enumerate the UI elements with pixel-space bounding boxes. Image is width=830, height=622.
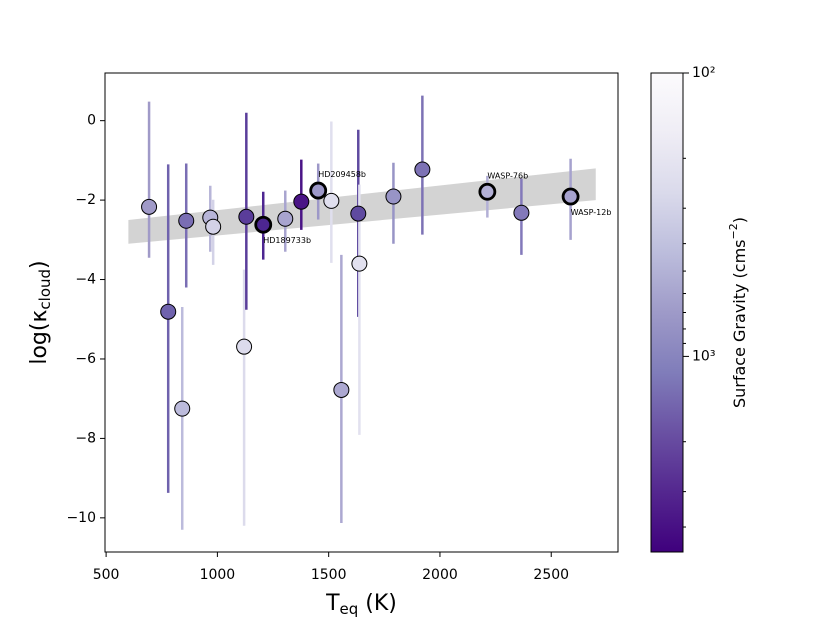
data-point	[178, 212, 195, 229]
data-point	[160, 303, 177, 320]
data-point	[254, 215, 273, 234]
x-tick-label: 2000	[422, 567, 458, 583]
data-point	[277, 210, 294, 227]
y-axis-label-sub: cloud	[36, 269, 54, 310]
y-axis-label: log(κcloud)	[27, 260, 54, 364]
y-tick-label: 0	[87, 113, 96, 129]
point-annotation: WASP-76b	[487, 171, 528, 180]
x-axis-label-part: (K)	[358, 591, 397, 616]
y-axis-label-part: )	[27, 260, 52, 269]
y-tick-label: −4	[75, 272, 96, 288]
x-tick-label: 2500	[533, 567, 569, 583]
point-annotation: HD209458b	[318, 170, 366, 179]
colorbar-label-part: Surface Gravity (cms	[730, 239, 749, 408]
data-point	[174, 400, 191, 417]
data-point	[478, 182, 497, 201]
data-point	[385, 188, 402, 205]
plot-frame	[104, 72, 619, 553]
data-point	[205, 218, 222, 235]
data-point	[414, 161, 431, 178]
data-point	[293, 193, 310, 210]
y-tick-label: −2	[75, 192, 96, 208]
x-tick-label: 500	[93, 567, 120, 583]
x-axis-label-sub: eq	[340, 600, 359, 618]
y-tick-label: −6	[75, 351, 96, 367]
point-annotation: WASP-12b	[571, 208, 612, 217]
data-point	[309, 181, 328, 200]
data-point	[351, 255, 368, 272]
x-tick-label: 1500	[311, 567, 347, 583]
colorbar-tick-label: 10³	[692, 348, 715, 364]
data-point	[236, 338, 253, 355]
colorbar-label: Surface Gravity (cms−2)	[727, 217, 749, 408]
y-axis-label-part: log(κ	[27, 310, 52, 365]
y-tick-label: −8	[75, 430, 96, 446]
colorbar-tick-label: 10²	[692, 65, 715, 81]
colorbar	[650, 72, 684, 553]
data-point	[333, 381, 350, 398]
data-point	[350, 205, 367, 222]
colorbar-label-part: )	[730, 217, 749, 223]
data-point	[323, 192, 340, 209]
x-tick-label: 1000	[200, 567, 236, 583]
data-point	[141, 198, 158, 215]
colorbar-label-sup: −2	[727, 223, 740, 239]
x-axis-label-part: T	[325, 591, 340, 616]
point-annotation: HD189733b	[263, 236, 311, 245]
data-point	[238, 208, 255, 225]
data-point	[561, 187, 580, 206]
data-point	[513, 204, 530, 221]
y-tick-label: −10	[66, 510, 96, 526]
x-axis-label: Teq (K)	[325, 591, 397, 618]
